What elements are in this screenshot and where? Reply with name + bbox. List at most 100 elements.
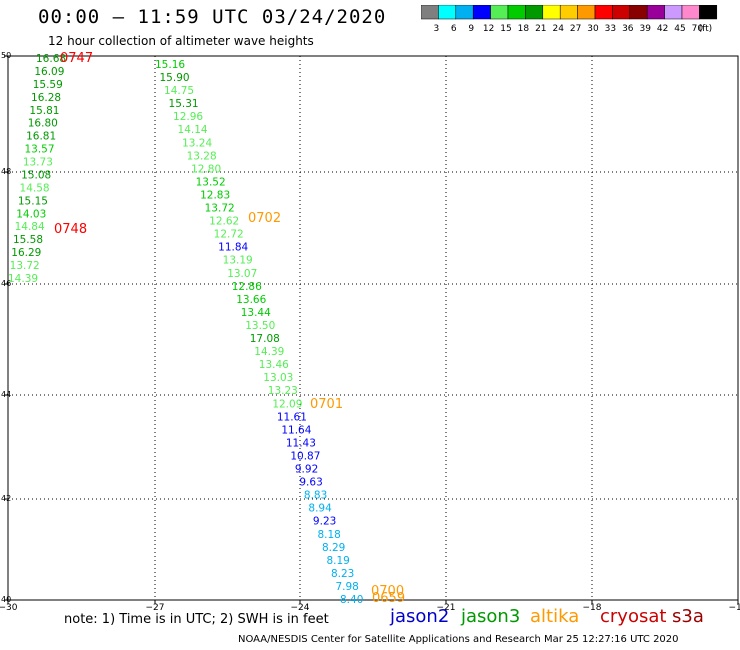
wave-height-value: 13.44 (241, 307, 271, 319)
longitude-label: −27 (146, 603, 165, 610)
wave-height-value: 11.64 (281, 424, 311, 436)
latitude-label: 48 (1, 167, 11, 176)
wave-height-value: 15.58 (13, 234, 43, 246)
wave-height-value: 13.19 (223, 255, 253, 267)
wave-height-value: 12.09 (272, 398, 302, 410)
legend-item-altika: altika (530, 606, 580, 627)
wave-height-value: 8.29 (322, 542, 345, 554)
color-scale-label: 27 (570, 24, 581, 34)
wave-height-value: 8.19 (326, 555, 349, 567)
latitude-label: 40 (1, 595, 11, 604)
latitude-label: 46 (1, 279, 11, 288)
wave-height-value: 13.23 (268, 385, 298, 397)
color-scale-label: 45 (674, 24, 685, 34)
wave-height-value: 14.39 (254, 346, 284, 358)
wave-height-value: 14.39 (8, 273, 38, 285)
wave-height-value: 15.15 (18, 195, 48, 207)
color-scale-label: 30 (587, 24, 599, 34)
wave-height-value: 16.28 (31, 92, 61, 104)
wave-height-value: 14.03 (16, 208, 46, 220)
wave-height-value: 12.62 (209, 216, 239, 228)
latitude-label: 44 (1, 390, 11, 399)
color-scale-bar: 3 6 9 12 15 18 21 24 27 30 33 36 39 42 45 70(ft) (421, 5, 718, 34)
wave-height-value: 14.75 (164, 85, 194, 97)
color-scale-label: 24 (552, 24, 564, 34)
wave-height-value: 15.08 (21, 169, 51, 181)
color-scale-label: 18 (518, 24, 530, 34)
color-scale-label: 6 (451, 24, 457, 34)
wave-height-value: 9.23 (313, 516, 336, 528)
wave-height-value: 8.18 (317, 529, 340, 541)
footer-note: note: 1) Time is in UTC; 2) SWH is in fe… (64, 612, 329, 627)
wave-height-value: 16.09 (34, 66, 64, 78)
legend-item-s3a: s3a (672, 606, 704, 627)
pass-time-label: 0700 (371, 584, 404, 599)
latitude-label: 50 (1, 51, 11, 60)
legend-item-cryosat: cryosat (600, 606, 667, 627)
color-scale-label: 15 (500, 24, 511, 34)
color-scale-label: 42 (657, 24, 668, 34)
wave-height-value: 16.68 (36, 53, 66, 65)
wave-height-value: 13.73 (23, 157, 53, 169)
wave-height-value: 13.24 (182, 137, 212, 149)
wave-height-value: 15.59 (33, 79, 63, 91)
wave-height-value: 14.14 (178, 124, 208, 136)
wave-height-value: 16.29 (11, 247, 41, 259)
wave-height-value: 12.83 (200, 189, 230, 201)
pass-time-label: 0701 (310, 397, 343, 412)
longitude-label: −18 (583, 603, 602, 610)
wave-height-value: 13.57 (24, 144, 54, 156)
wave-height-value: 8.23 (331, 568, 354, 580)
wave-height-value: 13.46 (259, 359, 289, 371)
longitude-label: −30 (0, 603, 18, 610)
wave-height-value: 8.83 (304, 490, 327, 502)
color-swatch (699, 5, 718, 20)
wave-height-value: 13.72 (10, 260, 40, 272)
wave-height-value: 12.80 (191, 163, 221, 175)
pass-time-label: 0659 (372, 591, 405, 606)
wave-height-value: 13.66 (236, 294, 266, 306)
longitude-label: −15 (729, 603, 740, 610)
color-scale-label: 33 (605, 24, 616, 34)
wave-height-value: 14.58 (20, 182, 50, 194)
color-scale-label: 36 (622, 24, 634, 34)
wave-height-value: 10.87 (290, 450, 320, 462)
color-scale-label: (ft) (699, 24, 713, 34)
wave-height-value: 14.84 (15, 221, 45, 233)
wave-height-value: 8.94 (308, 503, 332, 515)
wave-height-value: 11.43 (286, 437, 316, 449)
legend-item-jason2: jason2 (390, 606, 450, 627)
color-scale-label: 21 (535, 24, 546, 34)
wave-height-value: 13.72 (205, 203, 235, 215)
wave-height-value: 15.81 (29, 105, 59, 117)
wave-height-value: 16.81 (26, 131, 56, 143)
wave-height-value: 7.98 (335, 581, 358, 593)
altimeter-map: −30 −27 −24 −21 −18 −15 50 48 46 44 42 40 16.6816.09… (0, 51, 740, 610)
legend-item-jason3: jason3 (461, 606, 521, 627)
wave-height-value: 12.86 (232, 281, 262, 293)
wave-height-value: 16.80 (28, 118, 58, 130)
wave-height-value: 11.61 (277, 411, 307, 423)
wave-height-value: 9.63 (299, 477, 322, 489)
pass-time-label: 0747 (60, 51, 93, 66)
chart-title: 00:00 – 11:59 UTC 03/24/2020 (38, 6, 387, 28)
footer-credit: NOAA/NESDIS Center for Satellite Applica… (238, 634, 679, 645)
color-scale-label: 9 (468, 24, 474, 34)
wave-height-value: 8.40 (340, 594, 363, 606)
color-scale-label: 39 (639, 24, 651, 34)
longitude-label: −21 (437, 603, 456, 610)
color-scale-label: 12 (483, 24, 494, 34)
color-scale-label: 70 (692, 24, 704, 34)
wave-height-value: 17.08 (250, 333, 280, 345)
pass-time-label: 0702 (248, 211, 281, 226)
wave-height-value: 13.03 (263, 372, 293, 384)
wave-height-value: 15.90 (160, 72, 190, 84)
color-scale-label: 3 (434, 24, 440, 34)
wave-height-value: 13.50 (245, 320, 275, 332)
longitude-label: −24 (291, 603, 310, 610)
wave-height-value: 15.16 (155, 59, 185, 71)
wave-height-value: 13.52 (196, 176, 226, 188)
pass-time-label: 0748 (54, 222, 87, 237)
latitude-label: 42 (1, 494, 11, 503)
map-frame (7, 55, 739, 601)
